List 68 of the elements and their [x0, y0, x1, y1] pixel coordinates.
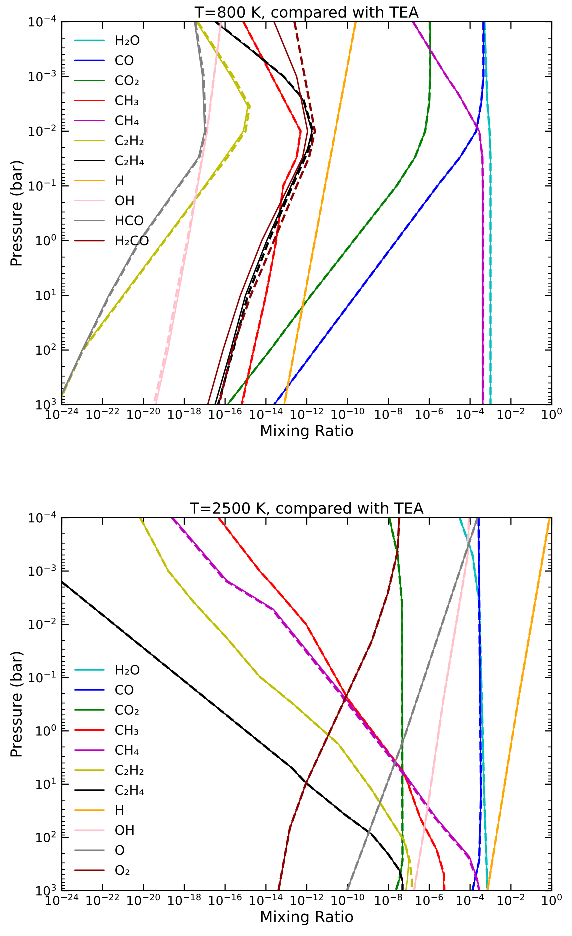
x-tick-label: 10$^{−6}$: [416, 408, 444, 420]
y-tick-label: 10$^{−4}$: [29, 16, 56, 27]
legend-label: H₂O: [116, 665, 140, 675]
x-tick-label: 10$^{−8}$: [375, 894, 402, 906]
x-axis-title: Mixing Ratio: [261, 910, 354, 926]
legend-label: OH: [116, 196, 134, 206]
legend-label: C₂H₂: [116, 765, 144, 776]
legend-label: CO₂: [116, 705, 139, 716]
x-tick-label: 10$^{−16}$: [209, 408, 242, 420]
y-tick-label: 10$^{2}$: [36, 831, 56, 843]
legend-label: H₂O: [116, 35, 140, 46]
x-tick-label: 10$^{−4}$: [457, 408, 484, 420]
y-tick-label: 10$^{2}$: [36, 344, 56, 356]
legend-label: CO₂: [116, 75, 139, 86]
x-tick-label: 10$^{−10}$: [332, 408, 364, 420]
x-tick-label: 10$^{−20}$: [128, 894, 160, 906]
x-tick-label: 10$^{−4}$: [457, 894, 484, 906]
y-tick-label: 10$^{−2}$: [29, 618, 56, 630]
legend-label: O: [116, 845, 124, 856]
y-tick-label: 10$^{−3}$: [29, 564, 56, 576]
x-tick-label: 10$^{−20}$: [128, 408, 160, 420]
legend-label: HCO: [116, 216, 144, 226]
x-tick-label: 10$^{0}$: [542, 408, 562, 420]
y-tick-label: 10$^{−3}$: [29, 70, 56, 82]
x-axis-title: Mixing Ratio: [261, 424, 354, 440]
x-tick-label: 10$^{−22}$: [86, 894, 120, 906]
y-tick-label: 10$^{1}$: [36, 289, 56, 300]
x-tick-label: 10$^{−22}$: [86, 408, 120, 420]
legend-label: OH: [116, 825, 134, 836]
x-tick-label: 10$^{−12}$: [290, 408, 324, 420]
chart-title: T=800 K, compared with TEA: [194, 6, 419, 22]
x-tick-label: 10$^{−18}$: [168, 408, 201, 420]
x-tick-label: 10$^{−10}$: [332, 894, 364, 906]
y-tick-label: 10$^{3}$: [36, 884, 56, 896]
y-tick-label: 10$^{1}$: [36, 778, 56, 790]
legend-label: C₂H₄: [116, 156, 144, 166]
y-tick-label: 10$^{0}$: [36, 234, 56, 246]
x-tick-label: 10$^{−8}$: [375, 408, 402, 420]
y-tick-label: 10$^{−1}$: [29, 180, 56, 191]
x-tick-label: 10$^{−18}$: [168, 894, 201, 906]
x-tick-label: 10$^{−6}$: [416, 894, 444, 906]
x-tick-label: 10$^{−12}$: [290, 894, 324, 906]
legend-label: H₂CO: [116, 236, 149, 246]
legend-label: H: [116, 805, 124, 815]
x-tick-label: 10$^{−14}$: [250, 894, 283, 906]
legend-label: H: [116, 176, 124, 186]
x-tick-label: 10$^{−16}$: [209, 894, 242, 906]
y-tick-label: 10$^{−4}$: [29, 512, 56, 523]
y-tick-label: 10$^{−2}$: [29, 124, 56, 136]
legend-label: CH₄: [116, 116, 139, 126]
legend-label: O₂: [116, 865, 130, 876]
legend-label: C₂H₄: [116, 785, 144, 796]
y-axis-title: Pressure (bar): [10, 652, 24, 757]
x-tick-label: 10$^{−14}$: [250, 408, 283, 420]
x-tick-label: 10$^{0}$: [542, 894, 562, 906]
legend-label: CO: [116, 55, 134, 66]
legend-label: CH₃: [116, 96, 139, 106]
legend-label: C₂H₂: [116, 136, 144, 146]
legend-label: CH₄: [116, 745, 139, 756]
y-tick-label: 10$^{0}$: [36, 724, 56, 736]
y-tick-label: 10$^{3}$: [36, 398, 56, 410]
y-axis-title: Pressure (bar): [10, 161, 24, 266]
x-tick-label: 10$^{−2}$: [498, 894, 525, 906]
legend-label: CH₃: [116, 725, 139, 736]
y-tick-label: 10$^{−1}$: [29, 671, 56, 683]
x-tick-label: 10$^{−2}$: [498, 408, 525, 420]
legend-label: CO: [116, 685, 134, 696]
chart-title: T=2500 K, compared with TEA: [190, 502, 424, 518]
